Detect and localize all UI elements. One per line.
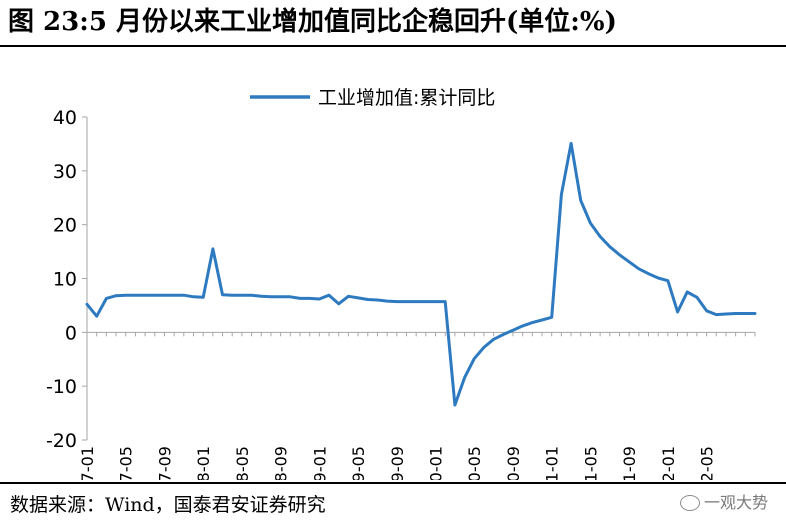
x-tick-label: 2017-05 — [117, 446, 136, 480]
x-tick-label: 2019-01 — [310, 446, 329, 480]
x-tick-label: 2019-09 — [388, 446, 407, 480]
y-axis: -20 -10 0 10 20 30 40 — [46, 107, 88, 452]
y-tick-label: -10 — [46, 376, 77, 398]
y-tick-label: 30 — [53, 161, 77, 183]
series-line — [85, 141, 757, 407]
x-tick-label: 2018-09 — [272, 446, 291, 480]
x-tick-label: 2021-09 — [620, 446, 639, 480]
x-tick-label: 2021-01 — [543, 446, 562, 480]
wechat-icon — [679, 495, 700, 511]
x-axis: 2017-01 2017-05 2017-09 2018-01 2018-05 2018-… — [78, 331, 756, 480]
x-tick-label: 2020-09 — [504, 446, 523, 480]
y-tick-label: 20 — [53, 215, 77, 237]
x-tick-label: 2019-05 — [349, 446, 368, 480]
title-rule — [0, 45, 786, 47]
watermark: 一观大势 — [679, 490, 768, 516]
legend-label: 工业增加值:累计同比 — [318, 87, 495, 109]
watermark-text: 一观大势 — [703, 493, 768, 512]
x-tick-label: 2020-01 — [427, 446, 446, 480]
figure-title: 图 23:5 月份以来工业增加值同比企稳回升(单位:%) — [8, 7, 617, 37]
y-tick-label: 40 — [53, 107, 77, 129]
y-tick-label: 0 — [65, 322, 77, 344]
chart-legend: 工业增加值:累计同比 — [250, 87, 495, 109]
x-tick-label: 2021-05 — [581, 446, 600, 480]
x-tick-label: 2017-09 — [155, 446, 174, 480]
series-group — [85, 141, 757, 407]
x-tick-label: 2022-05 — [698, 446, 717, 480]
x-tick-label: 2020-05 — [465, 446, 484, 480]
x-tick-label: 2018-05 — [233, 446, 252, 480]
x-tick-label: 2018-01 — [194, 446, 213, 480]
source-rule — [0, 482, 786, 484]
y-tick-label: 10 — [53, 269, 77, 291]
x-tick-label: 2017-01 — [78, 446, 97, 480]
source-note: 数据来源：Wind，国泰君安证券研究 — [10, 494, 326, 516]
y-tick-label: -20 — [46, 430, 77, 452]
x-tick-label: 2022-01 — [659, 446, 678, 480]
